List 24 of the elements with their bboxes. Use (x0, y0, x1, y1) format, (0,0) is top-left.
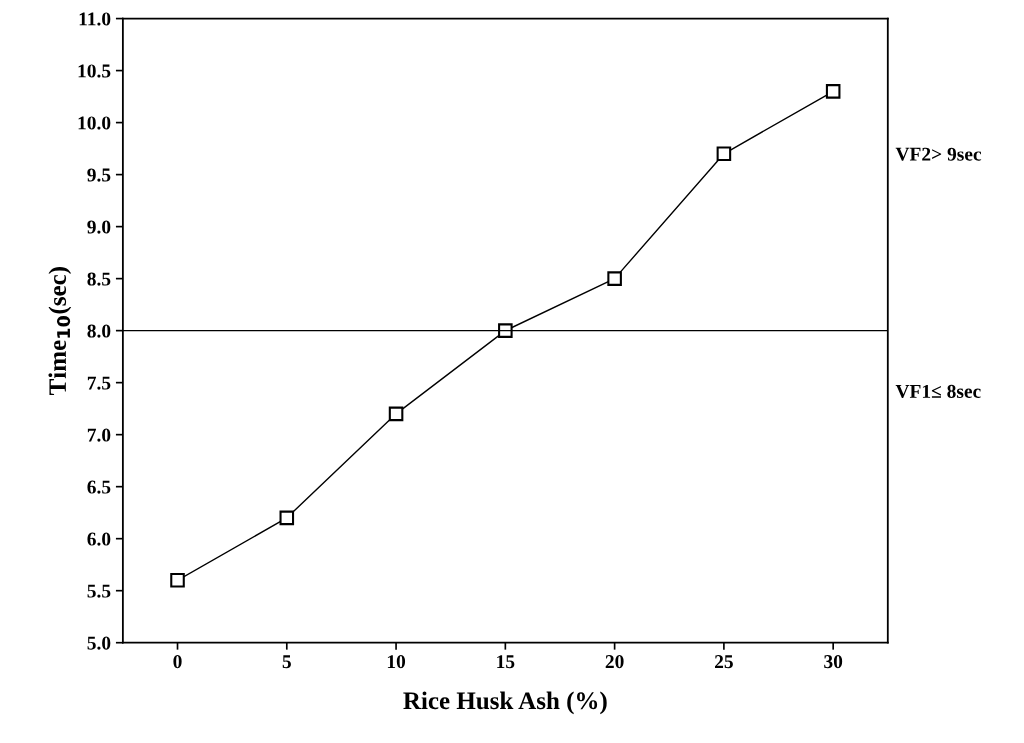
x-tick-label: 10 (387, 655, 406, 669)
y-tick-label: 9.0 (87, 220, 111, 234)
y-tick-label: 10.0 (78, 116, 111, 130)
y-tick-label: 11.0 (79, 12, 111, 26)
y-tick-label: 7.0 (87, 428, 111, 442)
x-tick-label: 25 (714, 655, 733, 669)
y-tick-label: 10.5 (78, 64, 111, 78)
y-tick-label: 6.0 (87, 532, 111, 546)
y-tick-label: 8.0 (87, 324, 111, 338)
y-axis-title: Time$_{10}$(sec) (48, 267, 72, 395)
y-tick-label: 5.5 (87, 584, 111, 598)
x-tick-label: 5 (282, 655, 291, 669)
y-tick-label: 8.5 (87, 272, 111, 286)
y-tick-label: 7.5 (87, 376, 111, 390)
x-tick-label: 20 (605, 655, 624, 669)
y-tick-label: 6.5 (87, 480, 111, 494)
x-tick-label: 15 (497, 655, 515, 669)
x-tick-label: 0 (173, 655, 182, 669)
y-tick-label: 9.5 (87, 168, 111, 182)
x-axis-title: Rice Husk Ash (%) (403, 691, 607, 715)
y-tick-label: 5.0 (87, 636, 111, 650)
text: VF2> 9sec (895, 147, 982, 161)
text: VF1≤ 8sec (895, 384, 981, 399)
x-tick-label: 30 (824, 655, 843, 669)
